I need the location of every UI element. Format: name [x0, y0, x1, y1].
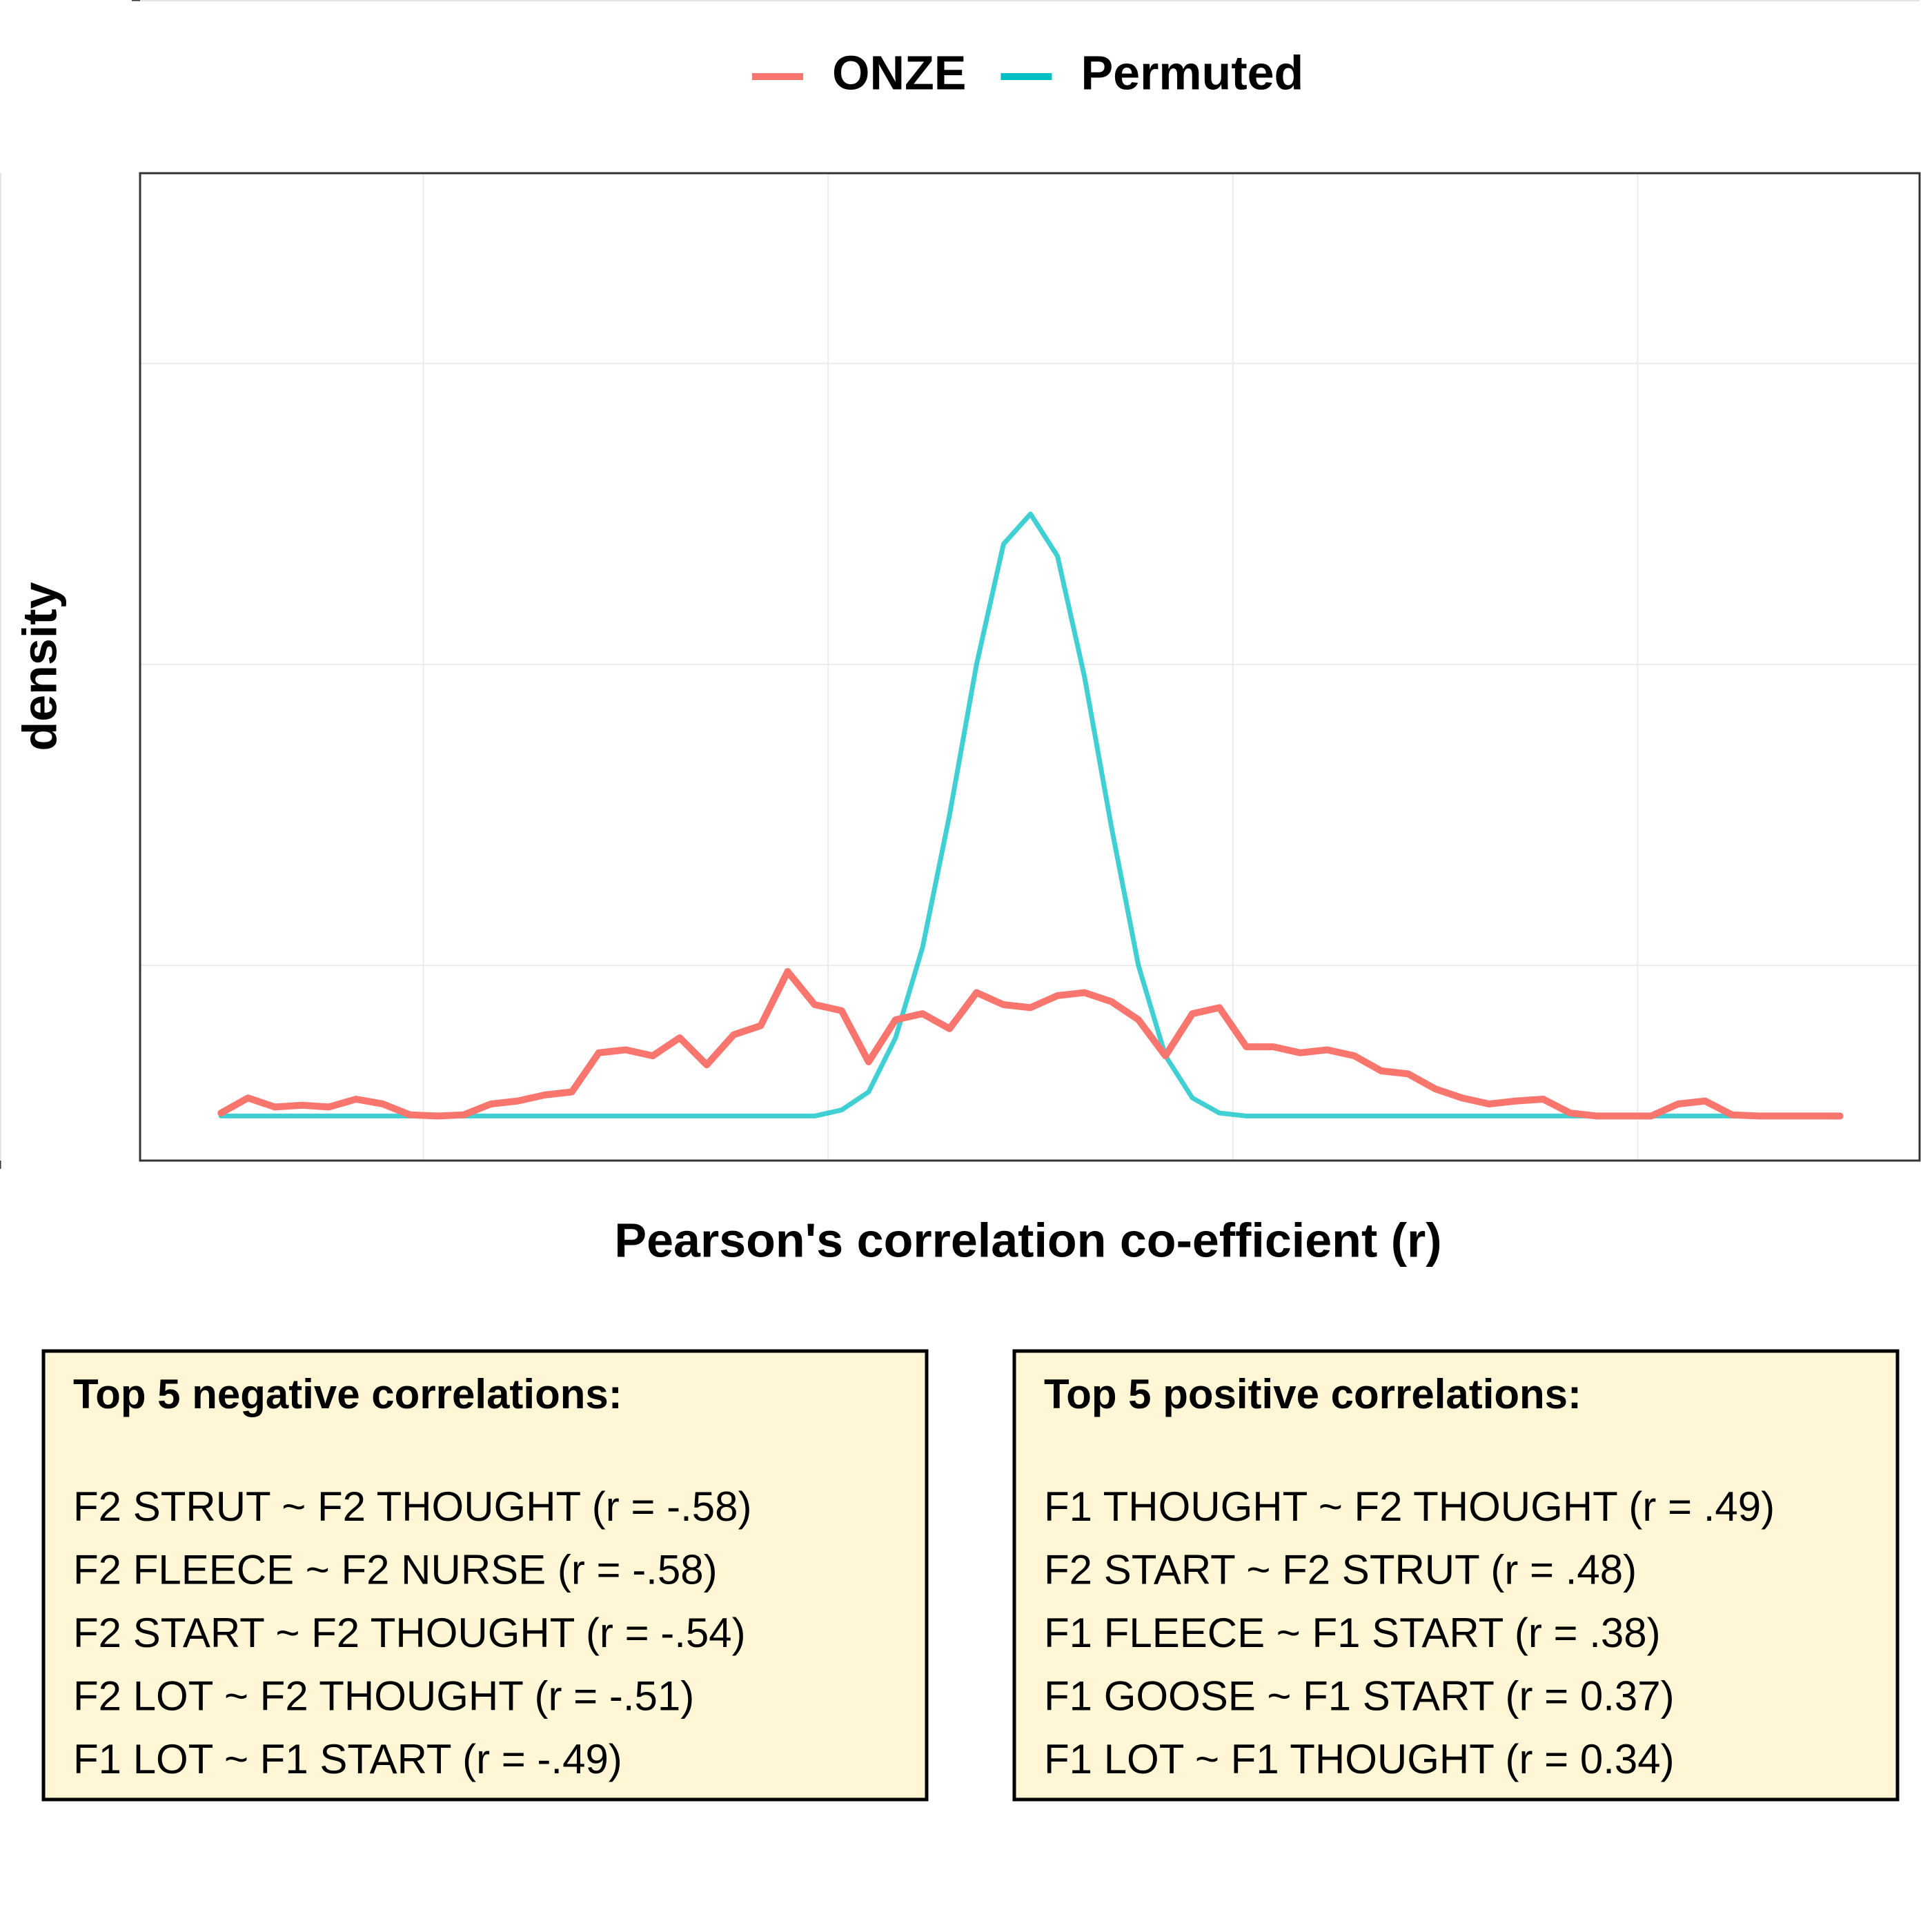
plot-border: [139, 172, 1921, 1162]
annotation-title: Top 5 positive correlations:: [1044, 1371, 1581, 1417]
annotation-line: F2 STRUT ~ F2 THOUGHT (r = -.58): [73, 1483, 752, 1530]
annotation-line: F2 START ~ F2 THOUGHT (r = -.54): [73, 1610, 746, 1656]
annotation-line: F1 LOT ~ F1 THOUGHT (r = 0.34): [1044, 1736, 1675, 1782]
annotation-box: [41, 1349, 929, 1802]
legend-label: ONZE: [832, 46, 966, 99]
annotation-line: F2 START ~ F2 STRUT (r = .48): [1044, 1546, 1637, 1593]
annotation-line: F2 LOT ~ F2 THOUGHT (r = -.51): [73, 1673, 694, 1719]
y-axis-title: density: [12, 582, 66, 751]
series-line: [217, 968, 1844, 1120]
annotation-box: [1012, 1349, 1900, 1802]
annotation-line: F1 THOUGHT ~ F2 THOUGHT (r = .49): [1044, 1483, 1775, 1530]
annotation-title: Top 5 negative correlations:: [73, 1371, 622, 1417]
annotation-line: F1 GOOSE ~ F1 START (r = 0.37): [1044, 1673, 1675, 1719]
annotation-line: F2 FLEECE ~ F2 NURSE (r = -.58): [73, 1546, 718, 1593]
annotation-line: F1 FLEECE ~ F1 START (r = .38): [1044, 1610, 1661, 1656]
x-axis-title: Pearson's correlation co-efficient (r): [614, 1213, 1441, 1267]
legend-label: Permuted: [1081, 46, 1303, 99]
annotation-line: F1 LOT ~ F1 START (r = -.49): [73, 1736, 622, 1782]
